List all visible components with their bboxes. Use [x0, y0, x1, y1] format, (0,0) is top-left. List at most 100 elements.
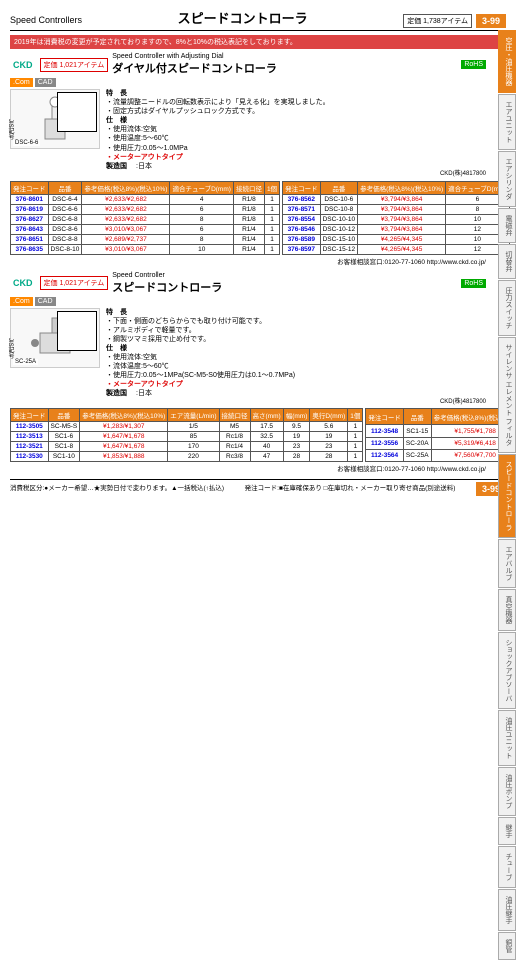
- table-row: 376-8562DSC-10-6¥3,794/¥3,8646R3/81: [283, 194, 516, 204]
- side-tab[interactable]: 銅管: [498, 932, 516, 960]
- side-tab[interactable]: 油圧継手: [498, 889, 516, 931]
- table-cell: 376-8651: [11, 234, 49, 244]
- side-tab[interactable]: スピードコントローラ: [498, 454, 516, 538]
- table-cell: R1/4: [233, 244, 264, 254]
- table-cell: ¥1,853/¥1,888: [80, 452, 168, 462]
- table-cell: 376-8546: [283, 224, 321, 234]
- table-cell: 1: [264, 224, 279, 234]
- table-cell: ¥3,794/¥3,864: [358, 214, 446, 224]
- product-section: CKD 定価 1,021アイテム Speed Controller with A…: [10, 53, 506, 266]
- side-tab[interactable]: エアシリンダ: [498, 151, 516, 207]
- table-header: 発注コード: [366, 409, 404, 425]
- table-cell: 1: [348, 452, 363, 462]
- price-tables: 発注コード品番参考価格(税込8%)(税込10%)適合チューブD(mm)接続口径1…: [10, 179, 486, 255]
- table-cell: SC-25A: [403, 450, 431, 462]
- table-header: エア流量(L/min): [168, 409, 219, 422]
- side-tab[interactable]: ショックアブソーバ: [498, 632, 516, 709]
- jis-label: JIS記号: [6, 338, 15, 359]
- header-jp: スピードコントローラ: [178, 8, 308, 27]
- table-cell: 376-8597: [283, 244, 321, 254]
- table-cell: 23: [283, 442, 310, 452]
- table-header: 品番: [48, 181, 82, 194]
- schematic-icon: [57, 92, 97, 132]
- model-label: DSC-6-6: [13, 140, 40, 146]
- table-cell: R1/4: [233, 224, 264, 234]
- table-header: 1個: [264, 181, 279, 194]
- table-cell: 19: [283, 432, 310, 442]
- table-cell: ¥3,794/¥3,864: [358, 224, 446, 234]
- table-cell: 40: [250, 442, 283, 452]
- table-cell: ¥1,647/¥1,678: [80, 442, 168, 452]
- table-cell: 19: [310, 432, 348, 442]
- table-cell: 112-3530: [11, 452, 49, 462]
- table-cell: R1/4: [233, 234, 264, 244]
- table-cell: DSC-6-4: [48, 194, 82, 204]
- table-cell: ¥3,010/¥3,067: [82, 244, 170, 254]
- jis-label: JIS記号: [6, 119, 15, 140]
- table-cell: R1/8: [233, 214, 264, 224]
- table-cell: 112-3513: [11, 432, 49, 442]
- page-header: Speed Controllers スピードコントローラ 定価 1,738アイテ…: [10, 8, 506, 31]
- table-cell: 85: [168, 432, 219, 442]
- table-header: 発注コード: [283, 181, 321, 194]
- rohs-badge: RoHS: [461, 60, 486, 69]
- table-header: 接続口径: [219, 409, 250, 422]
- header-en: Speed Controllers: [10, 15, 82, 25]
- table-cell: 28: [283, 452, 310, 462]
- table-cell: M5: [219, 422, 250, 432]
- side-tab[interactable]: 電磁弁: [498, 208, 516, 243]
- side-tab[interactable]: 切替弁: [498, 244, 516, 279]
- product-image: JIS記号 DSC-6-6: [10, 89, 100, 149]
- table-cell: DSC-6-8: [48, 214, 82, 224]
- table-cell: DSC-10-10: [320, 214, 358, 224]
- table-row: 376-8601DSC-6-4¥2,633/¥2,6824R1/81: [11, 194, 280, 204]
- table-cell: SC-20A: [403, 437, 431, 449]
- header-page: 3-99: [476, 14, 506, 28]
- table-cell: 112-3564: [366, 450, 404, 462]
- table-cell: DSC-6-6: [48, 204, 82, 214]
- table-cell: 17.5: [250, 422, 283, 432]
- price-tables: 発注コード品番参考価格(税込8%)(税込10%)エア流量(L/min)接続口径高…: [10, 406, 486, 462]
- side-tab[interactable]: サイレンサ エレメント フィルタ: [498, 337, 516, 453]
- tax-notice: 2019年は消費税の変更が予定されておりますので、8%と10%の税込表記をしてお…: [10, 35, 506, 49]
- side-tab[interactable]: 真空機器: [498, 589, 516, 631]
- table-cell: ¥3,010/¥3,067: [82, 224, 170, 234]
- table-row: 112-3548SC1-15¥1,755/¥1,78836Rc1/21951: [366, 425, 516, 437]
- com-badge: .Com: [10, 78, 33, 87]
- table-row: 376-8597DSC-15-12¥4,265/¥4,34512R1/21: [283, 244, 516, 254]
- table-row: 376-8627DSC-6-8¥2,633/¥2,6828R1/81: [11, 214, 280, 224]
- table-cell: Rc1/8: [219, 432, 250, 442]
- table-cell: ¥1,283/¥1,307: [80, 422, 168, 432]
- table-cell: 23: [310, 442, 348, 452]
- side-tab[interactable]: エアユニット: [498, 94, 516, 150]
- schematic-icon: [57, 311, 97, 351]
- table-header: 品番: [403, 409, 431, 425]
- side-tab[interactable]: 圧力スイッチ: [498, 280, 516, 336]
- table-header: 高さ(mm): [250, 409, 283, 422]
- table-cell: 1: [264, 234, 279, 244]
- table-cell: 112-3548: [366, 425, 404, 437]
- side-tab[interactable]: 油圧ポンプ: [498, 767, 516, 816]
- table-row: 376-8546DSC-10-12¥3,794/¥3,86412R3/81: [283, 224, 516, 234]
- contact-info: お客様相談窓口:0120-77-1060 http://www.ckd.co.j…: [10, 463, 486, 473]
- model-label: SC-25A: [13, 359, 38, 365]
- cad-badge: CAD: [35, 297, 56, 306]
- side-tab[interactable]: 空圧・油圧機器: [498, 30, 516, 93]
- side-tab[interactable]: チューブ: [498, 846, 516, 888]
- rohs-badge: RoHS: [461, 279, 486, 288]
- table-cell: ¥3,794/¥3,864: [358, 204, 446, 214]
- table-cell: ¥2,633/¥2,682: [82, 204, 170, 214]
- product-section: CKD 定価 1,021アイテム Speed Controller スピードコン…: [10, 272, 506, 474]
- side-tab[interactable]: 継手: [498, 817, 516, 845]
- table-cell: 1: [348, 442, 363, 452]
- table-header: 参考価格(税込8%)(税込10%): [82, 181, 170, 194]
- table-cell: R1/8: [233, 204, 264, 214]
- side-tab[interactable]: 油圧ユニット: [498, 710, 516, 766]
- table-cell: 376-8627: [11, 214, 49, 224]
- side-tab[interactable]: エアバルブ: [498, 539, 516, 588]
- table-row: 376-8571DSC-10-8¥3,794/¥3,8648R3/81: [283, 204, 516, 214]
- table-cell: 28: [310, 452, 348, 462]
- table-cell: 1: [348, 432, 363, 442]
- table-cell: 5.6: [310, 422, 348, 432]
- table-cell: 6: [170, 204, 233, 214]
